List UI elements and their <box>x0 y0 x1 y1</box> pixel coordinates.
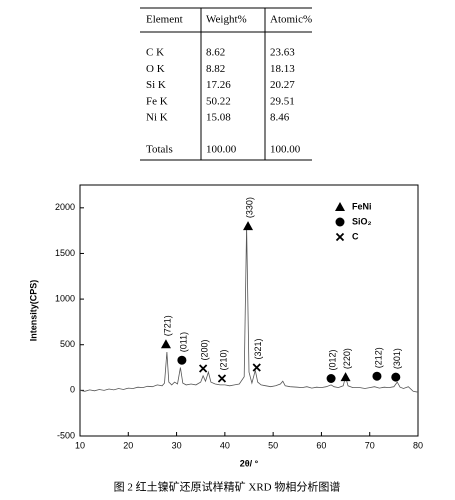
table-cell: 8.82 <box>206 63 225 75</box>
peak-label: (301) <box>392 348 402 369</box>
table-header: Atomic% <box>270 14 312 26</box>
marker-triangle <box>340 372 351 382</box>
marker-triangle <box>160 339 171 349</box>
marker-circle <box>391 372 401 382</box>
x-tick-label: 70 <box>365 440 375 450</box>
peak-label: (210) <box>218 349 228 370</box>
table-cell: 17.26 <box>206 79 231 91</box>
x-tick-label: 80 <box>413 440 423 450</box>
marker-cross <box>252 363 261 372</box>
table <box>140 7 312 161</box>
marker-circle <box>372 371 382 381</box>
table-cell: 18.13 <box>270 63 295 75</box>
y-tick-label: 2000 <box>55 202 75 212</box>
caption: 图 2 红土镍矿还原试样精矿 XRD 物相分析图谱 <box>114 480 341 494</box>
legend-marker <box>335 232 345 242</box>
legend-label: FeNi <box>352 201 372 211</box>
table-cell: 8.46 <box>270 112 290 124</box>
table-cell: 29.51 <box>270 95 295 107</box>
table-cell: 23.63 <box>270 47 295 59</box>
table-cell: Totals <box>146 144 173 156</box>
peak-label: (321) <box>253 339 263 360</box>
marker-circle <box>326 373 336 383</box>
x-tick-label: 40 <box>220 440 230 450</box>
marker-cross <box>198 364 208 373</box>
y-tick-label: 0 <box>70 385 75 395</box>
table-cell: Si K <box>146 79 166 91</box>
peak-label: (212) <box>373 347 383 368</box>
x-tick-label: 10 <box>75 440 85 450</box>
table-cell: 100.00 <box>270 144 301 156</box>
legend-label: C <box>352 231 359 241</box>
y-tick-label: -500 <box>57 430 75 440</box>
table-cell: C K <box>146 47 164 59</box>
x-tick-label: 30 <box>172 440 182 450</box>
legend-marker <box>335 217 345 227</box>
peak-label: (721) <box>162 315 172 336</box>
x-tick-label: 20 <box>123 440 133 450</box>
plot-frame <box>79 184 419 437</box>
legend-label: SiO₂ <box>352 216 372 226</box>
x-tick-label: 60 <box>316 440 326 450</box>
table-header: Element <box>146 14 183 26</box>
peak-label: (220) <box>342 348 352 369</box>
y-tick-label: 1500 <box>55 248 75 258</box>
peak-label: (200) <box>200 339 210 360</box>
table-cell: 8.62 <box>206 47 225 59</box>
peak-label: (011) <box>178 332 188 352</box>
marker-cross <box>217 374 227 383</box>
xrd-line <box>79 226 419 393</box>
table-cell: 20.27 <box>270 79 295 91</box>
x-axis-label: 2θ/ ° <box>240 458 259 468</box>
marker-triangle <box>243 221 254 231</box>
y-tick-label: 1000 <box>55 293 75 303</box>
table-cell: Fe K <box>146 95 168 107</box>
table-header: Weight% <box>206 14 247 26</box>
peak-label: (012) <box>327 349 337 370</box>
y-tick-label: 500 <box>60 339 75 349</box>
table-cell: Ni K <box>146 112 168 124</box>
peak-label: (330) <box>244 197 254 218</box>
y-axis-label: Intensity(CPS) <box>28 280 38 342</box>
legend-marker <box>335 202 345 211</box>
x-tick-label: 50 <box>268 440 278 450</box>
table-cell: 100.00 <box>206 144 237 156</box>
table-cell: 50.22 <box>206 95 231 107</box>
table-cell: 15.08 <box>206 112 231 124</box>
table-cell: O K <box>146 63 165 75</box>
marker-circle <box>177 355 187 365</box>
